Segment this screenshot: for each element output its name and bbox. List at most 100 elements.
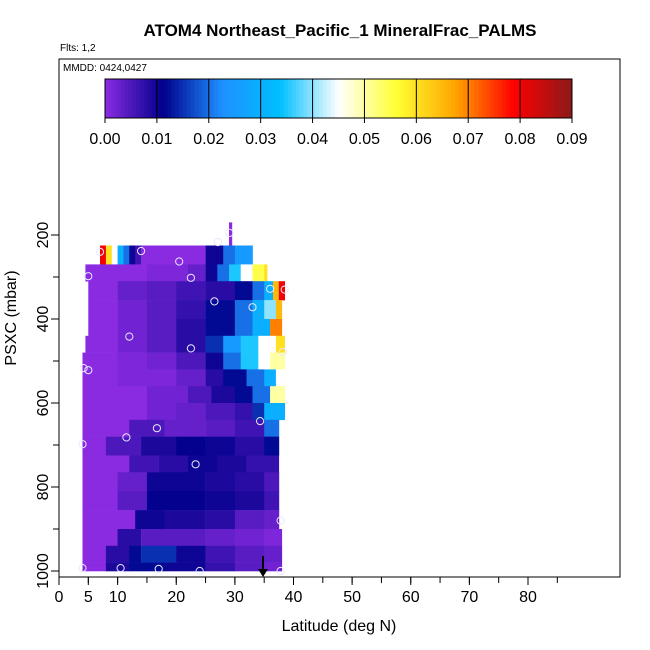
colorbar-swatch xyxy=(443,79,448,118)
heatmap-cell xyxy=(273,281,280,301)
x-tick-label: 70 xyxy=(460,589,478,606)
colorbar-swatch xyxy=(424,79,429,118)
heatmap-cell xyxy=(82,403,148,421)
colorbar-swatch xyxy=(428,79,433,118)
x-tick-label: 0 xyxy=(55,589,64,606)
heatmap-cell xyxy=(146,403,177,421)
x-tick-label: 20 xyxy=(167,589,185,606)
heatmap-cell xyxy=(141,545,177,563)
colorbar-swatch xyxy=(241,79,246,118)
heatmap-cell xyxy=(88,281,118,301)
heatmap-cell xyxy=(176,436,206,456)
colorbar-swatch xyxy=(190,79,195,118)
x-tick-label: 5 xyxy=(84,589,93,606)
heatmap-cell xyxy=(275,335,285,353)
heatmap-cell xyxy=(223,245,236,265)
y-tick-label: 1000 xyxy=(35,553,52,589)
heatmap-cell xyxy=(82,386,148,404)
colorbar-swatch xyxy=(494,79,499,118)
colorbar-swatch xyxy=(385,79,390,118)
heatmap-cell xyxy=(82,545,107,563)
heatmap-cell xyxy=(105,562,130,572)
colorbar-swatch xyxy=(474,79,479,118)
colorbar: 0.00 0.01 0.02 0.03 0.04 0.05 0.06 0.07 0.08 0.09 xyxy=(89,78,588,148)
colorbar-swatch xyxy=(466,79,472,118)
colorbar-swatch xyxy=(400,79,406,118)
heatmap-cell xyxy=(176,281,206,301)
sample-point xyxy=(225,228,234,237)
heatmap-cell xyxy=(246,369,265,387)
colorbar-swatch xyxy=(229,79,234,118)
heatmap-cell xyxy=(264,369,277,387)
heatmap-cell xyxy=(205,369,224,387)
heatmap-cell xyxy=(229,264,241,282)
heatmap-cell xyxy=(176,403,206,421)
colorbar-swatch xyxy=(357,79,363,118)
x-tick-label: 30 xyxy=(226,589,244,606)
colorbar-swatch xyxy=(536,79,542,118)
colorbar-swatch xyxy=(112,79,118,118)
heatmap-cell xyxy=(205,545,236,563)
colorbar-swatch xyxy=(116,79,121,118)
heatmap-cell xyxy=(264,545,283,563)
heatmap-cell xyxy=(141,529,206,547)
heatmap-cell xyxy=(264,562,283,572)
colorbar-swatch xyxy=(175,79,180,118)
x-tick-label: 10 xyxy=(109,589,127,606)
colorbar-swatch xyxy=(143,79,149,118)
heatmap-cell xyxy=(234,403,253,421)
heatmap-cell xyxy=(223,352,242,370)
colorbar-swatch xyxy=(295,79,300,118)
colorbar-swatch xyxy=(342,79,347,118)
heatmap-cell xyxy=(234,562,265,572)
heatmap-cell xyxy=(105,545,130,563)
heatmap-cell xyxy=(158,455,189,473)
sample-point xyxy=(137,246,146,256)
colorbar-swatch xyxy=(498,79,503,118)
heatmap-cell xyxy=(264,264,268,282)
colorbar-swatch xyxy=(552,79,557,118)
heatmap-cell xyxy=(117,335,148,353)
heatmap-cell xyxy=(164,510,206,530)
heatmap-cell xyxy=(234,472,265,492)
sample-point xyxy=(84,272,93,281)
dates-label: MMDD: 0424,0427 xyxy=(63,63,147,74)
y-tick-label: 400 xyxy=(35,306,52,333)
heatmap-cell xyxy=(141,436,177,456)
heatmap-cell xyxy=(82,369,118,387)
heatmap-cell xyxy=(85,264,148,282)
heatmap-cell xyxy=(234,436,265,456)
sample-point xyxy=(78,440,87,449)
colorbar-swatch xyxy=(334,79,339,118)
colorbar-swatch xyxy=(392,79,398,118)
sample-point xyxy=(191,460,200,469)
heatmap-cell xyxy=(264,300,277,320)
colorbar-swatch xyxy=(354,79,359,118)
heatmap-cell xyxy=(252,300,265,320)
heatmap-cell xyxy=(111,245,118,265)
y-tick-label: 600 xyxy=(35,390,52,417)
heatmap-cell xyxy=(252,264,265,282)
colorbar-swatch xyxy=(128,79,133,118)
heatmap-cell xyxy=(100,245,107,265)
heatmap-cell xyxy=(264,281,274,301)
sample-point xyxy=(186,344,195,353)
heatmap-cell xyxy=(205,491,236,511)
colorbar-swatch xyxy=(210,79,215,118)
heatmap-cell xyxy=(205,352,224,370)
heatmap-cell xyxy=(146,491,206,511)
colorbar-swatch xyxy=(404,79,409,118)
colorbar-swatch xyxy=(151,79,156,118)
heatmap-cell xyxy=(270,386,286,404)
heatmap-cell xyxy=(264,491,280,511)
colorbar-swatch xyxy=(525,79,530,118)
heatmap-cell xyxy=(117,245,124,265)
colorbar-swatch xyxy=(470,79,476,118)
heatmap-cell xyxy=(146,335,177,353)
heatmap-cell xyxy=(123,245,130,265)
heatmap-cell xyxy=(117,319,148,337)
sample-point xyxy=(248,303,257,312)
colorbar-tick-label: 0.02 xyxy=(193,131,224,148)
heatmap-cell xyxy=(234,491,265,511)
sample-point xyxy=(116,564,125,573)
